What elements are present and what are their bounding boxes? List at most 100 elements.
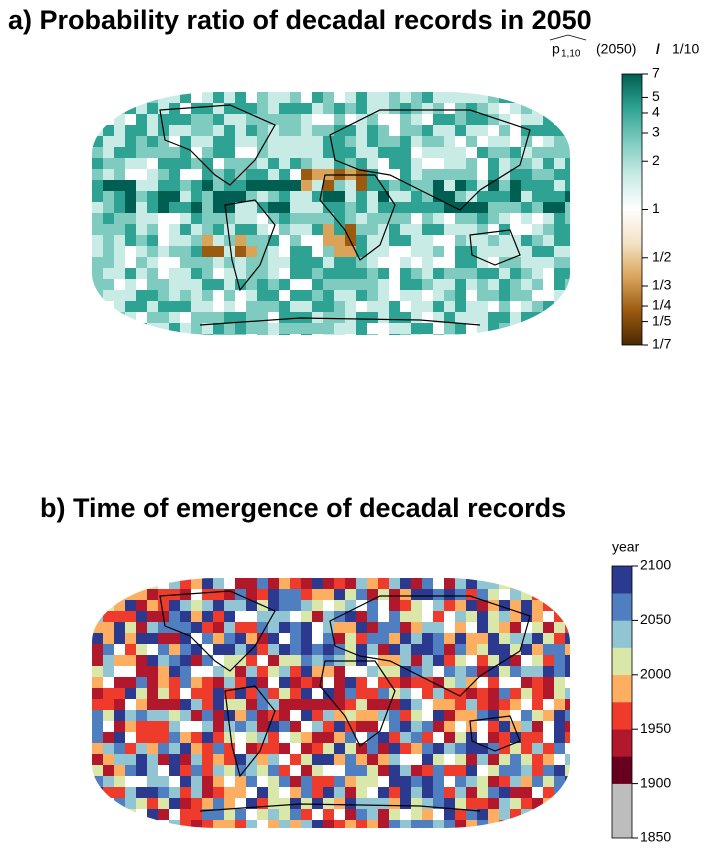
cell bbox=[345, 699, 356, 710]
cell bbox=[400, 688, 411, 699]
cell bbox=[147, 776, 158, 787]
cell bbox=[565, 202, 570, 213]
cell bbox=[257, 92, 268, 103]
cell bbox=[279, 334, 290, 335]
cell bbox=[521, 103, 532, 114]
cell bbox=[312, 710, 323, 721]
cell bbox=[554, 578, 565, 589]
cell bbox=[191, 589, 202, 600]
cell bbox=[378, 290, 389, 301]
cell bbox=[466, 578, 477, 589]
cell bbox=[103, 644, 114, 655]
cell bbox=[191, 202, 202, 213]
cell bbox=[521, 147, 532, 158]
cell bbox=[279, 169, 290, 180]
cell bbox=[411, 622, 422, 633]
cell bbox=[312, 301, 323, 312]
cell bbox=[158, 246, 169, 257]
cell bbox=[367, 633, 378, 644]
cell bbox=[334, 732, 345, 743]
cell bbox=[257, 611, 268, 622]
cell bbox=[477, 699, 488, 710]
cell bbox=[565, 776, 570, 787]
cell bbox=[301, 114, 312, 125]
cell bbox=[268, 787, 279, 798]
cell bbox=[411, 589, 422, 600]
cell bbox=[532, 699, 543, 710]
cell bbox=[422, 180, 433, 191]
cell bbox=[565, 721, 570, 732]
cell bbox=[532, 721, 543, 732]
cell bbox=[246, 732, 257, 743]
cell bbox=[466, 743, 477, 754]
cell bbox=[389, 191, 400, 202]
cell bbox=[235, 589, 246, 600]
cell bbox=[103, 136, 114, 147]
cell bbox=[257, 301, 268, 312]
cell bbox=[466, 279, 477, 290]
cell bbox=[378, 213, 389, 224]
cell bbox=[378, 279, 389, 290]
cell bbox=[92, 103, 103, 114]
cell bbox=[488, 158, 499, 169]
cell bbox=[565, 257, 570, 268]
cell bbox=[235, 633, 246, 644]
cell bbox=[136, 257, 147, 268]
cell bbox=[499, 114, 510, 125]
cell bbox=[378, 754, 389, 765]
cell bbox=[378, 246, 389, 257]
cell bbox=[268, 257, 279, 268]
cell bbox=[400, 699, 411, 710]
cell bbox=[510, 213, 521, 224]
cell bbox=[543, 710, 554, 721]
cell bbox=[169, 312, 180, 323]
cell bbox=[312, 721, 323, 732]
cell bbox=[114, 622, 125, 633]
cell bbox=[92, 688, 103, 699]
coastline bbox=[329, 109, 531, 211]
cell bbox=[257, 809, 268, 820]
cell bbox=[191, 578, 202, 589]
cell bbox=[477, 334, 488, 335]
cell bbox=[345, 743, 356, 754]
cell bbox=[488, 191, 499, 202]
cell bbox=[202, 158, 213, 169]
cell bbox=[213, 323, 224, 334]
cell bbox=[356, 180, 367, 191]
cell bbox=[147, 633, 158, 644]
cell bbox=[488, 125, 499, 136]
cell bbox=[224, 191, 235, 202]
cell bbox=[213, 787, 224, 798]
cell bbox=[224, 180, 235, 191]
cell bbox=[444, 589, 455, 600]
cell bbox=[103, 224, 114, 235]
cell bbox=[125, 611, 136, 622]
cell bbox=[389, 268, 400, 279]
cell bbox=[202, 246, 213, 257]
cell bbox=[499, 765, 510, 776]
cell bbox=[268, 158, 279, 169]
cell bbox=[301, 213, 312, 224]
cell bbox=[565, 268, 570, 279]
cell bbox=[345, 334, 356, 335]
cell bbox=[246, 809, 257, 820]
cell bbox=[356, 268, 367, 279]
cell bbox=[532, 644, 543, 655]
cell bbox=[532, 235, 543, 246]
cell bbox=[290, 147, 301, 158]
cell bbox=[334, 147, 345, 158]
cell bbox=[433, 732, 444, 743]
cell bbox=[444, 622, 455, 633]
cell bbox=[323, 787, 334, 798]
cell bbox=[312, 158, 323, 169]
cell bbox=[114, 743, 125, 754]
cell bbox=[367, 600, 378, 611]
cell bbox=[488, 169, 499, 180]
cell bbox=[444, 688, 455, 699]
cell bbox=[455, 290, 466, 301]
cell bbox=[367, 213, 378, 224]
cell bbox=[191, 776, 202, 787]
cell bbox=[400, 589, 411, 600]
colorbar-band bbox=[612, 620, 632, 648]
cell bbox=[543, 279, 554, 290]
